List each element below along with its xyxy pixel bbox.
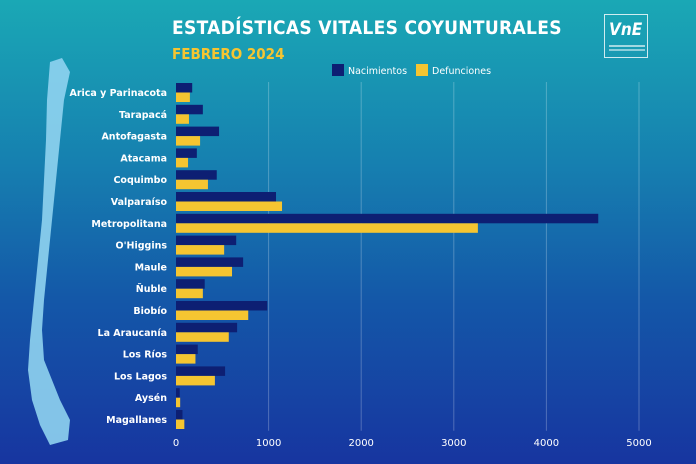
bar-nacimientos <box>176 126 220 137</box>
bar-nacimientos <box>176 83 193 93</box>
legend-swatch <box>416 64 428 76</box>
chart-title: ESTADÍSTICAS VITALES COYUNTURALES <box>172 17 562 39</box>
x-tick-label: 0 <box>173 438 179 449</box>
bar-defunciones <box>176 92 190 102</box>
category-label: La Araucanía <box>98 328 167 339</box>
category-label: O'Higgins <box>116 241 168 252</box>
bar-defunciones <box>176 419 185 429</box>
bar-nacimientos <box>176 235 237 246</box>
bar-nacimientos <box>176 192 277 202</box>
chile-map <box>28 58 70 445</box>
bar-nacimientos <box>176 279 205 289</box>
category-label: Metropolitana <box>91 219 167 230</box>
bar-defunciones <box>176 223 478 233</box>
bar-defunciones <box>176 397 181 408</box>
bar-defunciones <box>176 354 196 364</box>
legend-label: Nacimientos <box>348 66 407 77</box>
bar-nacimientos <box>176 301 268 311</box>
bar-defunciones <box>176 136 201 146</box>
bar-nacimientos <box>176 104 203 115</box>
bar-nacimientos <box>176 170 217 180</box>
category-label: Tarapacá <box>119 110 167 121</box>
bar-nacimientos <box>176 213 599 224</box>
category-label: Arica y Parinacota <box>70 88 168 99</box>
bar-defunciones <box>176 157 189 168</box>
category-label: Los Ríos <box>123 350 168 361</box>
bar-defunciones <box>176 266 233 277</box>
bar-defunciones <box>176 375 215 386</box>
bar-nacimientos <box>176 344 198 355</box>
x-tick-label: 5000 <box>626 438 651 449</box>
bar-nacimientos <box>176 148 197 158</box>
bar-nacimientos <box>176 322 238 333</box>
bar-defunciones <box>176 332 229 342</box>
legend-swatch <box>332 64 344 76</box>
category-label: Atacama <box>120 153 167 164</box>
category-label: Coquimbo <box>113 175 167 186</box>
bar-defunciones <box>176 114 189 124</box>
category-label: Aysén <box>135 393 167 404</box>
category-label: Magallanes <box>106 415 167 426</box>
bar-nacimientos <box>176 257 244 267</box>
bar-nacimientos <box>176 366 226 376</box>
category-label: Maule <box>135 262 167 273</box>
bar-nacimientos <box>176 410 183 420</box>
x-tick-label: 2000 <box>348 438 373 449</box>
x-tick-label: 1000 <box>256 438 281 449</box>
bar-defunciones <box>176 310 249 320</box>
category-label: Biobío <box>133 306 167 317</box>
category-label: Valparaíso <box>111 197 168 208</box>
bar-defunciones <box>176 288 203 299</box>
bar-defunciones <box>176 201 283 211</box>
x-tick-label: 4000 <box>534 438 559 449</box>
category-label: Antofagasta <box>101 132 167 143</box>
ine-logo: VnE <box>604 14 648 58</box>
bar-nacimientos <box>176 388 180 398</box>
legend-label: Defunciones <box>432 66 491 77</box>
chart-subtitle: FEBRERO 2024 <box>172 45 285 63</box>
bar-defunciones <box>176 245 225 255</box>
x-tick-label: 3000 <box>441 438 466 449</box>
category-label: Los Lagos <box>114 371 167 382</box>
bar-defunciones <box>176 179 208 190</box>
category-label: Ñuble <box>136 284 167 295</box>
